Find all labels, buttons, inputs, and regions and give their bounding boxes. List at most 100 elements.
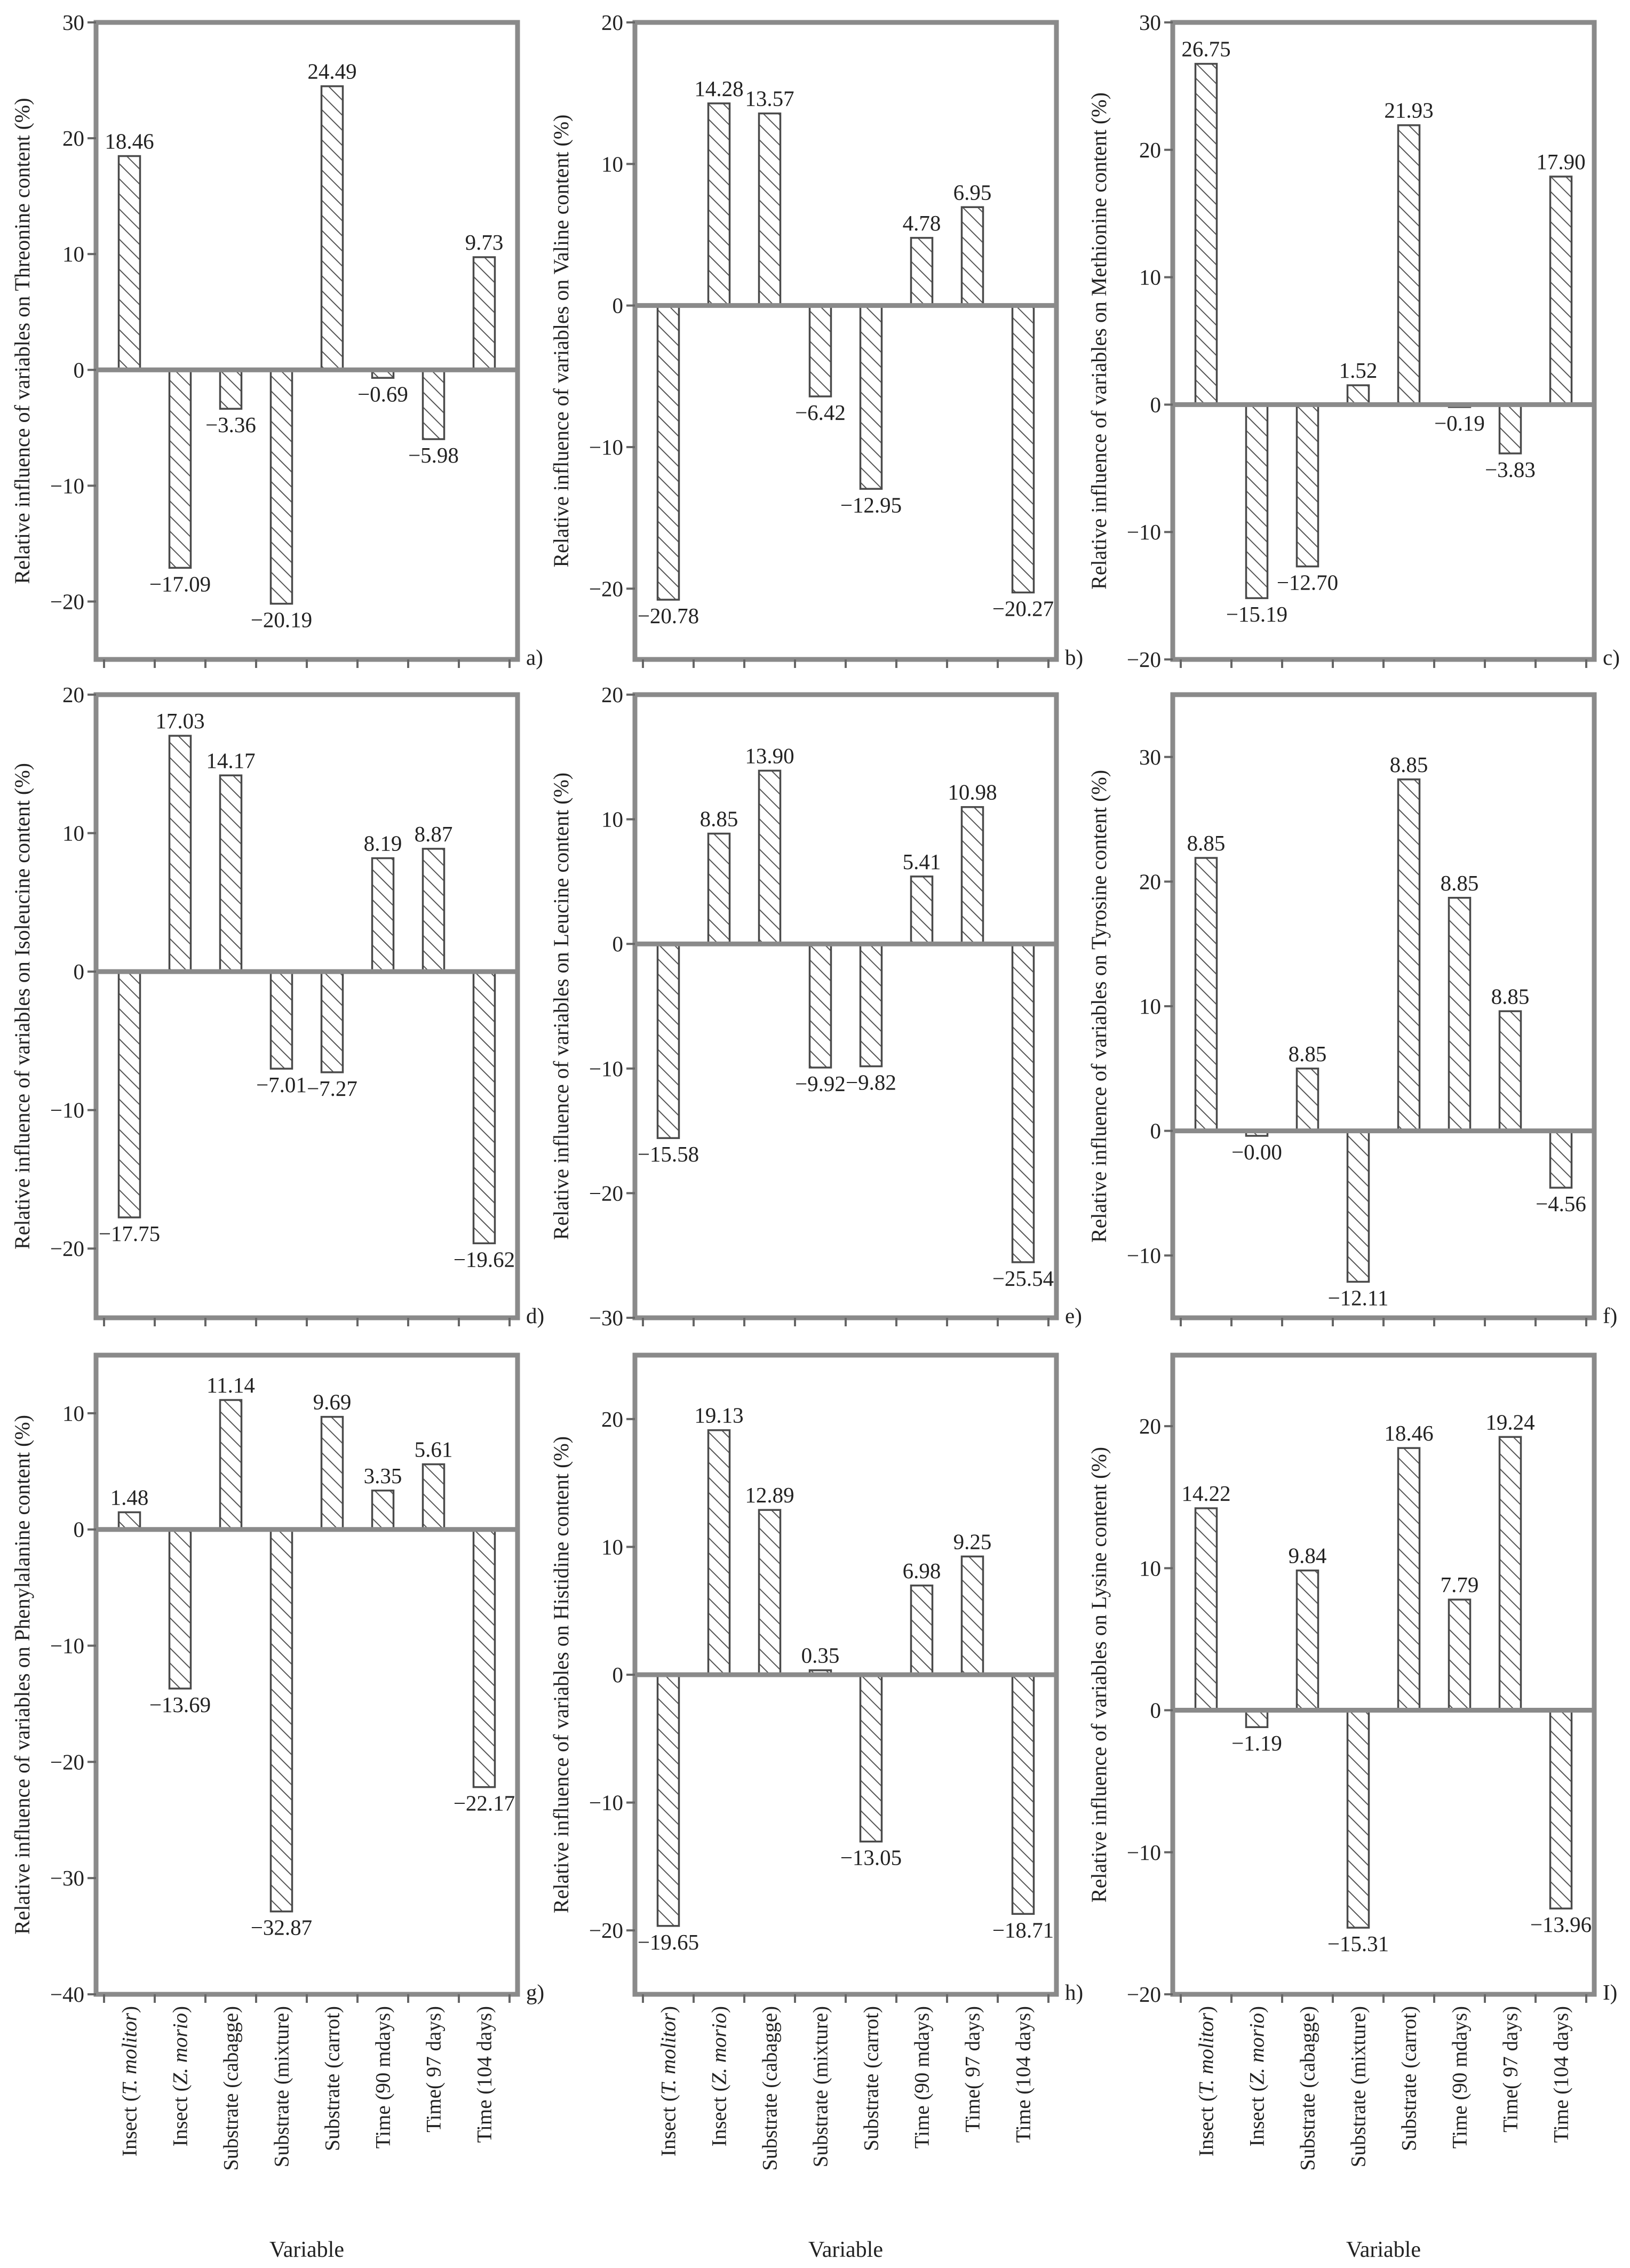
category-label: Insect (T. molitor)	[657, 2006, 680, 2156]
y-tick-label: 30	[1139, 745, 1161, 769]
bar	[472, 256, 496, 371]
data-label: 4.78	[903, 211, 941, 235]
category-label-text: Insect (	[708, 2084, 731, 2146]
data-label: −20.78	[638, 603, 699, 628]
data-label: −20.27	[992, 596, 1054, 620]
y-tick-label: 0	[74, 357, 85, 382]
y-axis-label: Relative influence of variables on Tyros…	[1087, 770, 1111, 1243]
category-label-text: Time (104 days)	[473, 2006, 496, 2143]
category-label-species: Z. morio	[1246, 2013, 1269, 2084]
y-axis-label: Relative influence of variables on Isole…	[10, 763, 34, 1250]
bar	[320, 85, 344, 371]
panel-letter: I)	[1603, 1980, 1617, 2004]
category-label: Substrate (mixture)	[809, 2006, 832, 2167]
category-label: Insect (Z. morio)	[708, 2006, 731, 2146]
bar	[1295, 1569, 1319, 1712]
panel-letter: a)	[526, 645, 543, 670]
bar	[1346, 1129, 1370, 1283]
y-tick-label: 10	[1139, 1556, 1161, 1580]
y-tick-label: 0	[1150, 1698, 1162, 1723]
y-tick-label: 30	[1139, 10, 1161, 35]
y-tick-label: −20	[1127, 1982, 1161, 2007]
data-label: 8.87	[415, 822, 453, 846]
chart-panel: −20 −10 0 10 20 −19.65 19.13 12.89 0.35 −13.05 6.9…	[549, 1352, 1083, 2004]
y-tick-label: −10	[1127, 520, 1161, 544]
x-axis-label: Variable	[808, 2238, 883, 2262]
bar	[219, 1399, 243, 1531]
data-label: 5.41	[903, 849, 941, 874]
data-label: −13.69	[149, 1692, 211, 1717]
data-label: 11.14	[206, 1373, 255, 1397]
y-tick-label: 10	[601, 152, 623, 176]
y-tick-label: −10	[50, 473, 84, 498]
data-label: 7.79	[1441, 1572, 1479, 1597]
data-label: 10.98	[948, 780, 997, 805]
data-label: −22.17	[454, 1791, 515, 1816]
bar	[960, 806, 984, 945]
category-label-text: Insect (	[169, 2084, 192, 2146]
panel-letter: e)	[1065, 1303, 1082, 1328]
category-label-text: Substrate (mixture)	[809, 2006, 832, 2167]
data-label: 19.13	[694, 1403, 743, 1428]
category-label-text: Time (90 mdays)	[911, 2006, 934, 2148]
y-tick-label: −10	[50, 1634, 84, 1658]
data-label: −12.95	[840, 492, 902, 517]
y-tick-label: −10	[589, 435, 623, 459]
data-label: 8.85	[1289, 1041, 1327, 1066]
bar	[422, 1463, 446, 1531]
data-label: 14.28	[694, 76, 743, 101]
data-label: 17.03	[155, 709, 204, 733]
data-label: 8.19	[364, 831, 402, 856]
bar	[1245, 403, 1269, 599]
data-label: −12.70	[1277, 570, 1338, 595]
bar	[1498, 403, 1522, 455]
category-label-text: Time (90 mdays)	[1449, 2006, 1472, 2148]
y-tick-label: −10	[1127, 1840, 1161, 1865]
category-label-text: Insect (	[1246, 2084, 1269, 2146]
x-axis-label: Variable	[269, 2238, 344, 2262]
data-label: 13.90	[745, 743, 794, 768]
category-label-text: Time( 97 days)	[961, 2006, 984, 2132]
bar	[168, 1528, 192, 1690]
category-label: Insect (T. molitor)	[1195, 2006, 1218, 2156]
bar	[1194, 857, 1218, 1132]
y-tick-label: −10	[589, 1790, 623, 1815]
bar	[1549, 1129, 1573, 1189]
chart-panel: −20 −10 0 10 20 30 26.75 −15.19 −12.70 1.52 21.93 −…	[1087, 10, 1620, 672]
data-label: −15.31	[1327, 1931, 1389, 1956]
category-label-text: Time( 97 days)	[1499, 2006, 1522, 2132]
data-label: −17.75	[99, 1221, 160, 1246]
bar	[859, 304, 883, 490]
bar	[707, 102, 731, 307]
bar	[758, 112, 782, 307]
data-label: 14.22	[1181, 1481, 1230, 1506]
bar	[269, 1528, 293, 1913]
panel-letter: g)	[526, 1980, 544, 2004]
category-label: Time (104 days)	[1550, 2006, 1573, 2143]
y-tick-label: 0	[613, 293, 624, 318]
data-label: −19.65	[638, 1930, 699, 1954]
data-label: 5.61	[415, 1437, 453, 1462]
bar	[1194, 62, 1218, 406]
y-axis-label: Relative influence of variables on Valin…	[549, 115, 573, 568]
category-label-species: T. molitor	[1195, 2012, 1218, 2095]
y-tick-label: 20	[1139, 138, 1161, 162]
panel-letter: b)	[1065, 645, 1083, 670]
bar	[219, 369, 243, 410]
bar	[168, 369, 192, 569]
category-label: Time (104 days)	[473, 2006, 496, 2143]
category-label-text: Substrate (cabagge)	[1297, 2006, 1319, 2171]
data-label: −13.05	[840, 1845, 902, 1870]
data-label: 12.89	[745, 1483, 794, 1507]
bar	[960, 1555, 984, 1676]
chart-panel: −20 −10 0 10 20 −20.78 14.28 13.57 −6.42 −12.95 4.…	[549, 10, 1083, 670]
data-label: −32.87	[251, 1915, 312, 1940]
bar	[1245, 1709, 1269, 1728]
bar	[1295, 1068, 1319, 1132]
data-label: 9.73	[465, 230, 504, 254]
category-label-text: Substrate (cabagge)	[759, 2006, 782, 2171]
category-label-text: Substrate (cabagge)	[220, 2006, 243, 2171]
data-label: 17.90	[1536, 149, 1585, 174]
y-tick-label: 10	[601, 1534, 623, 1559]
bar	[117, 1511, 141, 1531]
